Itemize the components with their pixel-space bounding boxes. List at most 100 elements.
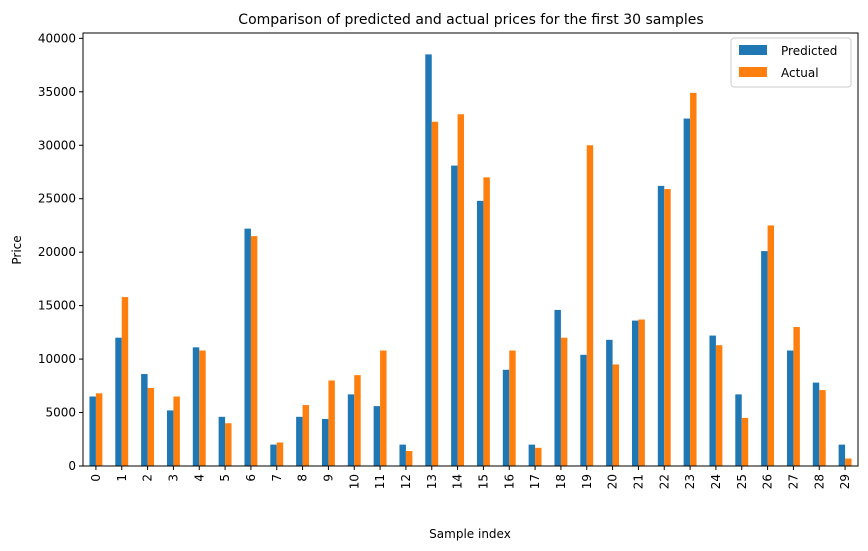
bar-predicted-24	[709, 335, 716, 466]
y-axis-label: Price	[10, 235, 24, 264]
x-tick-label: 14	[451, 474, 465, 489]
plot-frame	[82, 32, 859, 467]
x-tick-label: 7	[270, 474, 284, 482]
bar-predicted-0	[89, 396, 96, 466]
bar-predicted-20	[606, 339, 613, 466]
bar-predicted-16	[502, 369, 510, 466]
bar-actual-6	[250, 236, 258, 466]
bar-actual-2	[147, 387, 155, 466]
bar-predicted-27	[786, 350, 794, 466]
x-tick-label: 9	[321, 474, 335, 482]
bar-actual-27	[793, 327, 800, 466]
bar-actual-20	[612, 364, 620, 466]
legend-swatch-actual	[739, 67, 767, 77]
bar-actual-4	[199, 350, 206, 466]
bar-actual-14	[457, 114, 465, 466]
bar-predicted-1	[115, 337, 122, 466]
y-tick-label: 25000	[38, 192, 76, 206]
x-tick-label: 13	[425, 474, 439, 489]
bar-actual-1	[121, 297, 129, 466]
x-tick-label: 2	[141, 474, 155, 482]
y-tick-label: 30000	[38, 138, 76, 152]
y-tick-label: 0	[68, 459, 76, 473]
bar-predicted-11	[373, 406, 381, 466]
x-tick-label: 29	[838, 474, 852, 489]
x-tick-label: 1	[115, 474, 129, 482]
bar-actual-21	[638, 319, 645, 466]
bar-actual-16	[509, 350, 516, 466]
bar-actual-13	[431, 121, 439, 467]
bar-predicted-5	[218, 416, 226, 466]
bar-predicted-19	[580, 354, 587, 466]
bars-layer	[89, 54, 852, 467]
bar-predicted-7	[270, 444, 277, 466]
bar-predicted-9	[321, 418, 329, 466]
y-tick-label: 5000	[45, 406, 76, 420]
x-tick-label: 6	[244, 474, 258, 482]
x-tick-label: 24	[709, 474, 723, 489]
x-tick-label: 25	[735, 474, 749, 489]
bar-predicted-13	[425, 54, 432, 466]
bar-predicted-14	[451, 165, 458, 466]
bar-predicted-25	[735, 394, 742, 466]
bar-predicted-22	[657, 185, 665, 466]
x-tick-label: 21	[631, 474, 645, 489]
legend-swatch-predicted	[739, 45, 767, 55]
x-axis-label: Sample index	[429, 527, 511, 541]
bar-actual-18	[560, 337, 568, 466]
y-tick-label: 20000	[38, 245, 76, 259]
bar-actual-15	[483, 177, 490, 466]
x-tick-label: 19	[580, 474, 594, 489]
bar-actual-10	[354, 375, 361, 466]
bar-predicted-12	[399, 444, 406, 466]
bar-actual-11	[380, 350, 387, 466]
y-tick-label: 40000	[38, 31, 76, 45]
bar-actual-19	[586, 145, 594, 466]
bar-predicted-28	[812, 382, 820, 466]
bar-actual-0	[95, 393, 103, 466]
x-tick-label: 12	[399, 474, 413, 489]
x-axis-ticks: 0 1 2 3 4 5 6 7 8 9 10 11 12 13 14 15 16 17 18 19 20 21 22 23 24…	[89, 466, 852, 489]
y-tick-label: 35000	[38, 85, 76, 99]
x-tick-label: 0	[89, 474, 103, 482]
x-tick-label: 22	[657, 474, 671, 489]
x-tick-label: 26	[761, 474, 775, 489]
y-tick-label: 15000	[38, 299, 76, 313]
bar-actual-7	[276, 442, 284, 466]
bar-actual-26	[767, 225, 775, 466]
x-tick-label: 4	[192, 474, 206, 482]
x-tick-label: 20	[606, 474, 620, 489]
legend-label-actual: Actual	[781, 66, 819, 80]
bar-predicted-18	[554, 309, 561, 466]
bar-actual-9	[328, 380, 335, 466]
x-tick-label: 11	[373, 474, 387, 489]
bar-predicted-2	[141, 374, 148, 466]
bar-predicted-21	[631, 320, 639, 466]
bar-predicted-26	[761, 251, 768, 466]
bar-predicted-4	[192, 347, 200, 466]
x-tick-label: 17	[528, 474, 542, 489]
x-tick-label: 8	[296, 474, 310, 482]
bar-predicted-3	[166, 410, 174, 466]
x-tick-label: 10	[347, 474, 361, 489]
bar-predicted-6	[244, 228, 251, 466]
chart-title: Comparison of predicted and actual price…	[238, 12, 703, 28]
bar-actual-24	[715, 345, 723, 466]
x-tick-label: 27	[786, 474, 800, 489]
legend: Predicted Actual	[730, 37, 852, 88]
x-tick-label: 3	[166, 474, 180, 482]
x-tick-label: 23	[683, 474, 697, 489]
y-tick-label: 10000	[38, 352, 76, 366]
x-tick-label: 28	[812, 474, 826, 489]
bar-actual-22	[664, 189, 671, 466]
bar-actual-23	[690, 92, 697, 467]
bar-actual-8	[302, 405, 310, 466]
x-tick-label: 16	[502, 474, 516, 489]
bar-actual-17	[535, 447, 542, 466]
bar-actual-12	[405, 451, 413, 466]
bar-predicted-10	[347, 394, 355, 466]
x-tick-label: 15	[476, 474, 490, 489]
legend-label-predicted: Predicted	[781, 44, 837, 58]
